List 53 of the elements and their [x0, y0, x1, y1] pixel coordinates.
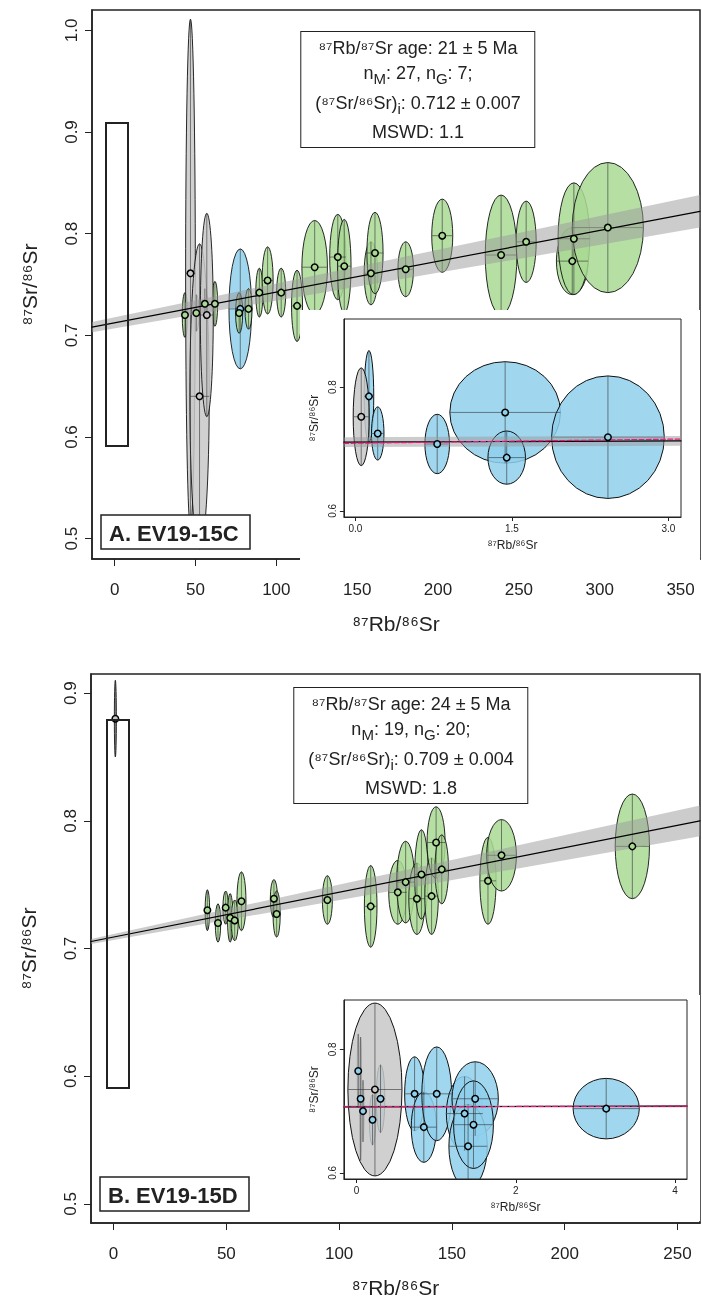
annotation: ⁸⁷Rb/⁸⁷Sr age: 24 ± 5 Ma — [310, 693, 512, 716]
x-tick-label: 200 — [423, 580, 453, 599]
y-tick-label: 0.6 — [62, 425, 81, 449]
annotation: (⁸⁷Sr/⁸⁶Sr)$_{i}$: 0.709 ± 0.004 — [308, 747, 514, 775]
annotation: MSWD: 1.1 — [371, 121, 465, 145]
annotation: (⁸⁷Sr/⁸⁶Sr)$_{i}$: 0.712 ± 0.007 — [315, 91, 521, 119]
y-axis-title: ⁸⁷Sr/⁸⁶Sr — [307, 394, 321, 442]
x-tick-label: 0 — [108, 1244, 119, 1263]
x-tick-label: 0 — [353, 1184, 360, 1196]
x-tick-label: 100 — [324, 1244, 354, 1263]
annotation: ⁸⁷Rb/⁸⁷Sr age: 21 ± 5 Ma — [317, 37, 519, 60]
y-tick-label: 0.9 — [62, 120, 81, 144]
x-tick-label: 200 — [550, 1244, 579, 1263]
x-tick-label: 0.0 — [348, 522, 363, 534]
y-tick-label: 0.8 — [327, 379, 339, 395]
annotation: n$_{M}$: 19, n$_{G}$: 20; — [350, 718, 472, 745]
x-tick-label: 50 — [216, 1244, 236, 1263]
y-tick-label: 0.9 — [61, 681, 80, 705]
y-axis-title: ⁸⁷Sr/⁸⁶Sr — [307, 1066, 321, 1113]
y-tick-label: 0.8 — [62, 221, 81, 246]
x-tick-label: 1.5 — [504, 522, 520, 534]
y-tick-label: 0.7 — [61, 936, 80, 961]
y-tick-label: 0.6 — [61, 1064, 80, 1088]
x-tick-label: 2 — [513, 1184, 520, 1196]
x-tick-label: 4 — [672, 1184, 679, 1196]
x-tick-label: 0 — [109, 580, 120, 599]
x-axis-title: ⁸⁷Rb/⁸⁶Sr — [352, 612, 440, 635]
annotation: n$_{M}$: 27, n$_{G}$: 7; — [362, 62, 474, 89]
y-tick-label: 0.5 — [61, 1192, 80, 1216]
x-axis-title: ⁸⁷Rb/⁸⁶Sr — [487, 538, 538, 552]
x-axis-title: ⁸⁷Rb/⁸⁶Sr — [490, 1200, 541, 1214]
text: B. EV19-15D — [108, 1182, 238, 1208]
x-tick-label: 150 — [343, 580, 372, 599]
x-axis-title: ⁸⁷Rb/⁸⁶Sr — [351, 1276, 440, 1299]
x-tick-label: 350 — [666, 580, 695, 599]
text: A. EV19-15C — [109, 520, 239, 546]
x-tick-label: 150 — [437, 1244, 467, 1263]
y-axis-title: ⁸⁷Sr/⁸⁶Sr — [17, 907, 40, 990]
x-tick-label: 250 — [663, 1244, 692, 1263]
x-tick-label: 250 — [504, 580, 534, 599]
y-axis-title: ⁸⁷Sr/⁸⁶Sr — [18, 243, 41, 326]
y-tick-label: 0.8 — [327, 1041, 339, 1057]
x-tick-label: 100 — [262, 580, 291, 599]
y-tick-label: 0.6 — [327, 1165, 339, 1180]
y-tick-label: 0.8 — [61, 809, 80, 833]
y-tick-label: 0.7 — [62, 323, 81, 348]
x-tick-label: 50 — [186, 580, 205, 599]
y-tick-label: 0.5 — [62, 526, 81, 551]
y-tick-label: 1.0 — [62, 18, 81, 43]
x-tick-label: 300 — [585, 580, 614, 599]
x-tick-label: 3.0 — [661, 522, 676, 534]
annotation: MSWD: 1.8 — [364, 777, 458, 801]
y-tick-label: 0.6 — [327, 503, 339, 518]
